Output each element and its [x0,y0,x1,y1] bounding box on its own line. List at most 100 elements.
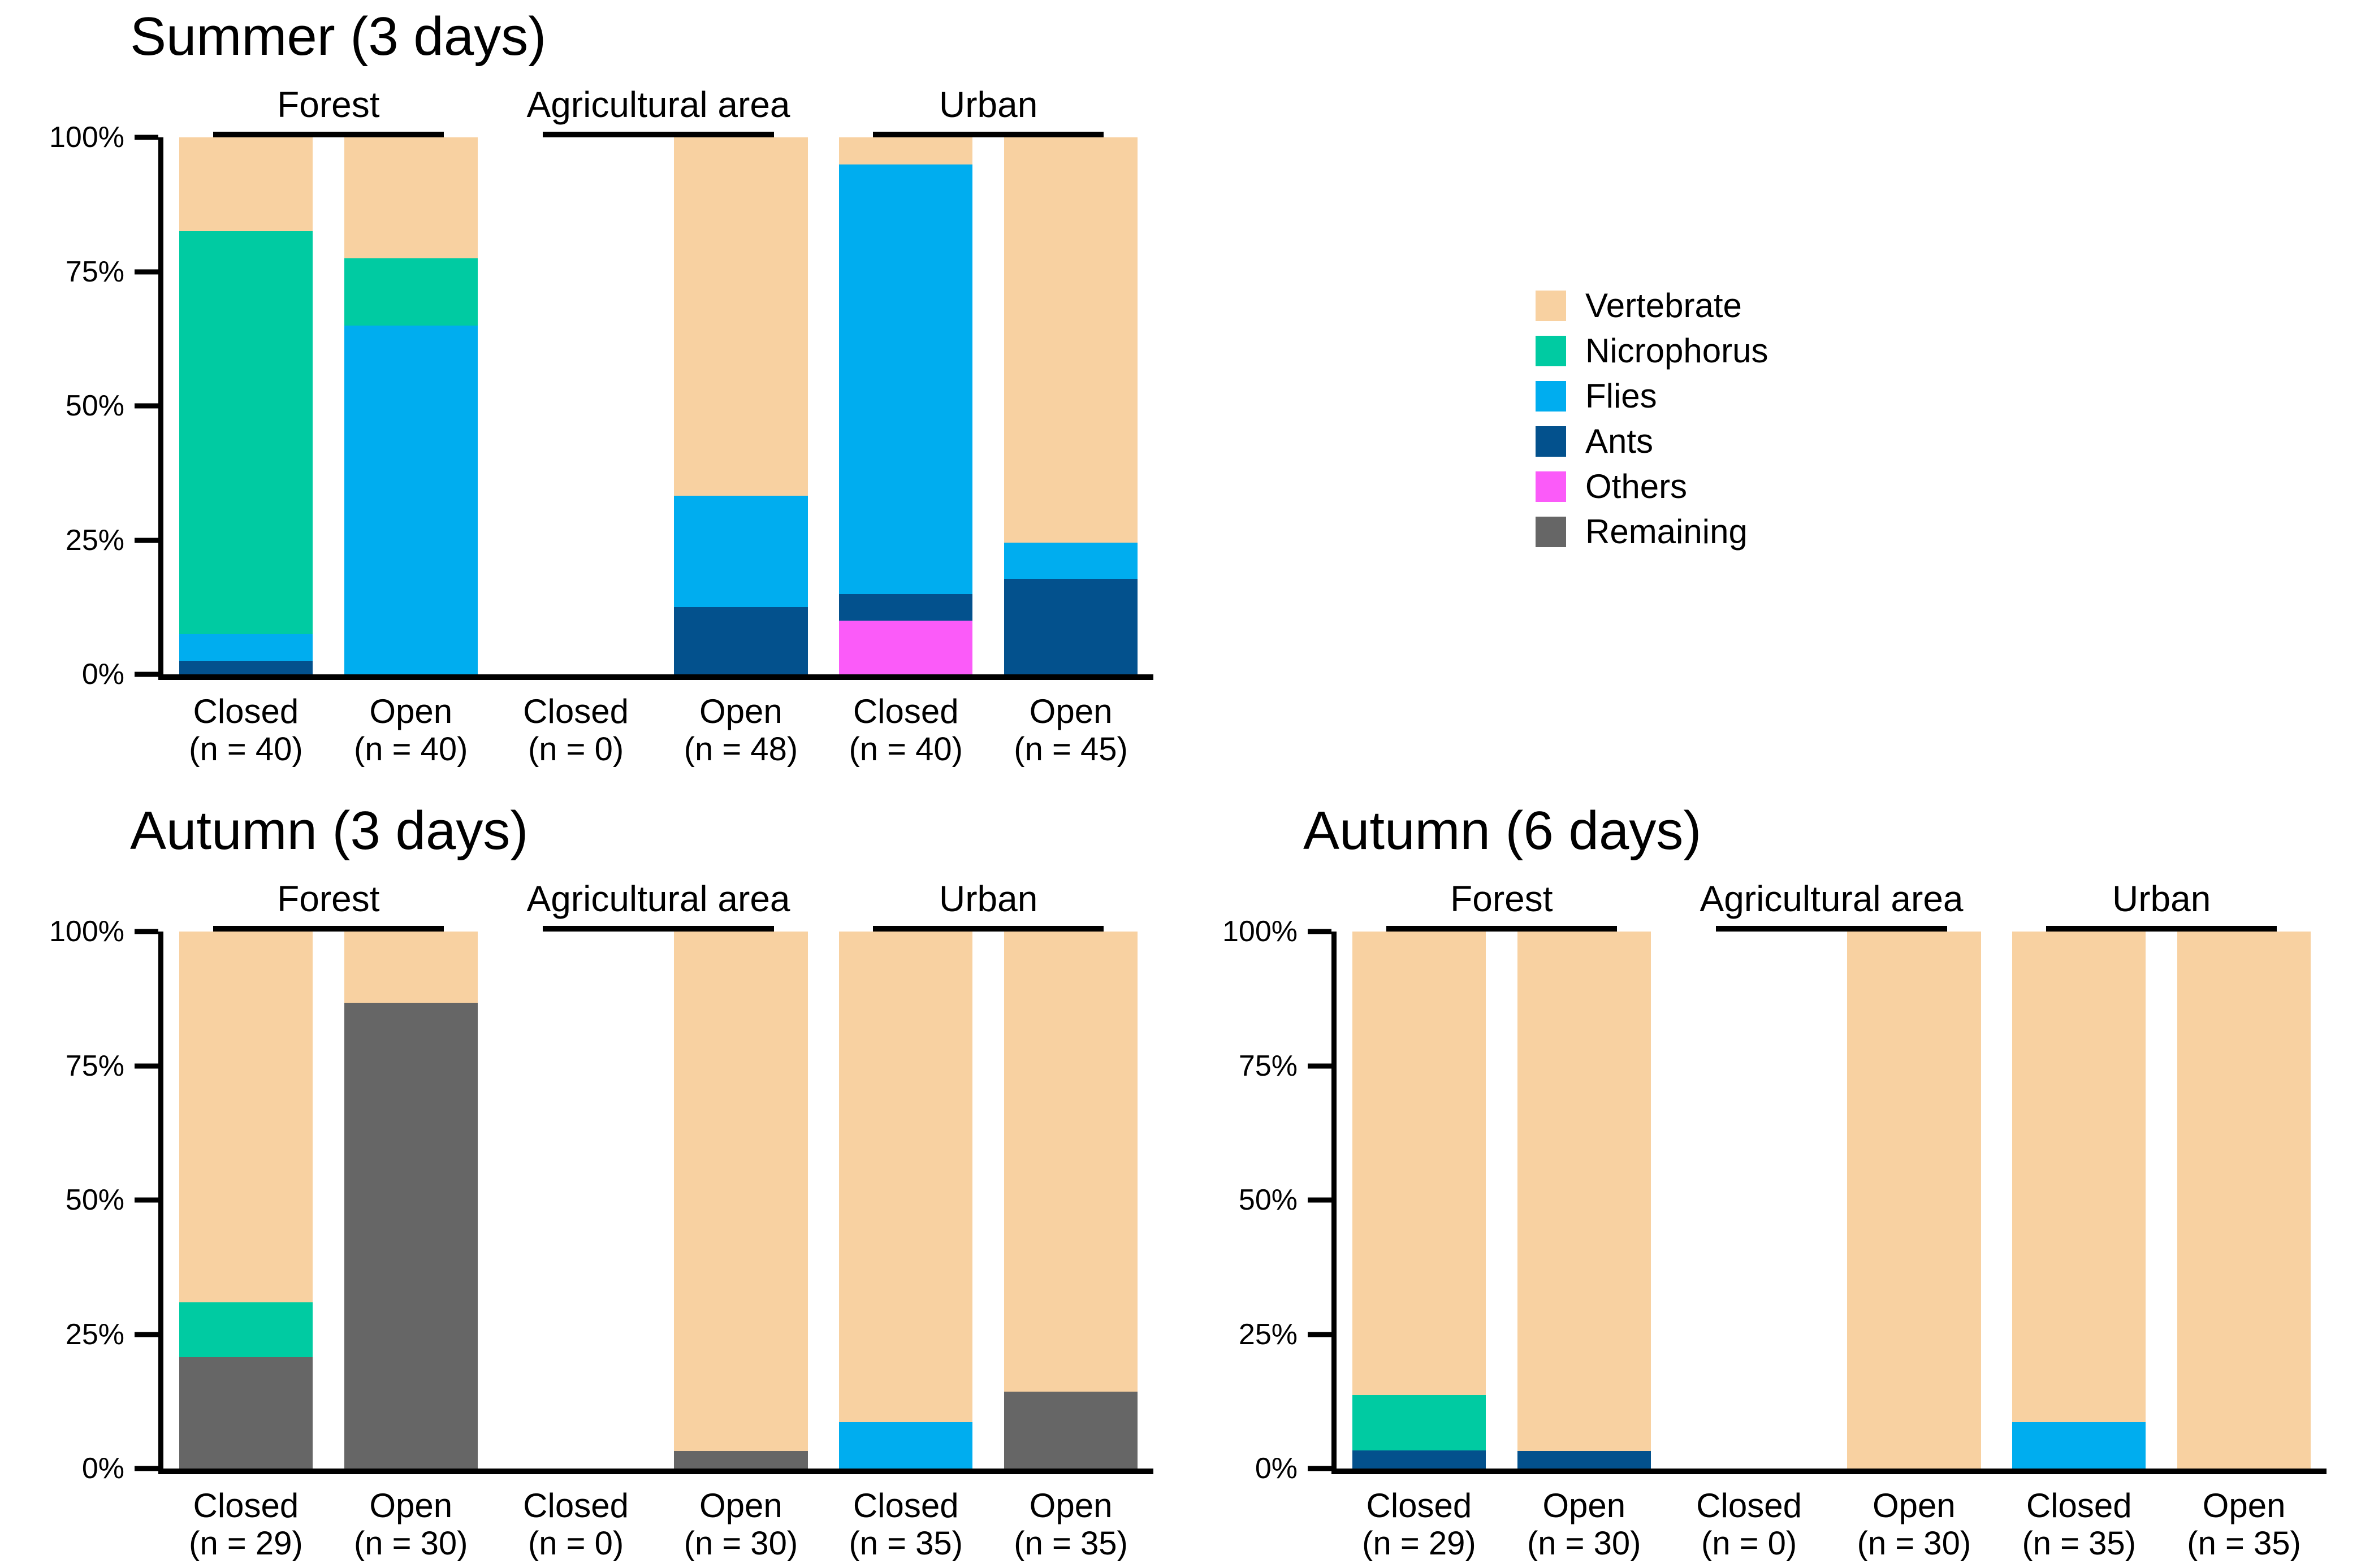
bar-segment-vertebrate [839,137,973,164]
bar-slot-urban-closed [1996,932,2161,1469]
plot-area: 0% 25% 50% 75% 100% [1201,917,2327,1483]
group-header-label: Forest [1450,878,1553,919]
legend-label: Ants [1585,422,1654,460]
bar-condition-label: Open [369,692,453,730]
bar-segment-ants [1352,1450,1486,1469]
bar-segment-remaining [674,1450,808,1469]
panel-title: Autumn (6 days) [1303,800,1702,861]
bar-segment-ants [1004,578,1138,674]
bar-n-label: (n = 35) [1014,1525,1128,1562]
group-header-label: Urban [2112,878,2211,919]
bar-label-urban-open: Open (n = 35) [2161,1487,2327,1563]
bar-n-label: (n = 30) [1527,1525,1641,1562]
bar-label-agricultural-area-open: Open (n = 48) [658,692,823,769]
bar-condition-label: Open [1873,1487,1956,1524]
bar-segment-flies [179,634,313,661]
y-axis-tick [1308,1197,1331,1203]
ants-swatch-icon [1536,426,1566,457]
bar-segment-vertebrate [1352,932,1486,1395]
y-axis-tick [135,1197,158,1203]
y-axis-tick-label: 0% [1255,1452,1298,1485]
group-headers: Forest Agricultural area Urban [163,79,1153,137]
bar-segment-vertebrate [344,137,478,258]
bar-slot-forest-open [328,137,494,674]
y-axis-tick [135,1466,158,1471]
bar-condition-label: Closed [523,1487,629,1524]
y-axis-tick-label: 50% [65,389,124,422]
group-underline [213,926,444,932]
legend-label: Remaining [1585,513,1748,551]
group-underline [213,132,444,137]
bar-n-label: (n = 30) [353,1525,468,1562]
group-header-agricultural-area: Agricultural area [1667,873,1997,932]
bar-segment-flies [839,1422,973,1469]
bar-n-label: (n = 40) [189,731,303,768]
bar-label-urban-closed: Closed (n = 35) [1996,1487,2161,1563]
group-underline [543,926,774,932]
y-axis-tick-label: 100% [49,121,124,154]
bar-n-label: (n = 29) [189,1525,303,1562]
legend: Vertebrate Nicrophorus Flies Ants Others… [1536,289,1768,551]
y-axis-tick [135,403,158,409]
bar-segment-flies [1004,543,1138,579]
y-axis-tick-label: 0% [81,658,124,691]
legend-item-flies: Flies [1536,377,1768,415]
legend-label: Flies [1585,377,1657,415]
stacked-bar [344,932,478,1469]
bar-segment-flies [839,164,973,594]
stacked-bar [839,137,973,674]
bar-label-agricultural-area-closed: Closed (n = 0) [494,692,659,769]
bar-n-label: (n = 35) [849,1525,963,1562]
bar-condition-label: Open [699,1487,782,1524]
bar-label-forest-open: Open (n = 40) [328,692,494,769]
bar-n-label: (n = 30) [1857,1525,1971,1562]
legend-item-remaining: Remaining [1536,513,1768,551]
plot-area: 0% 25% 50% 75% 100% [28,917,1153,1483]
stacked-bar [1682,932,1815,1469]
bar-segment-ants [674,607,808,674]
bar-condition-label: Closed [853,1487,959,1524]
panel-autumn-6-days: Autumn (6 days) Forest Agricultural area U… [1201,800,2327,1563]
group-underline [543,132,774,137]
bar-condition-label: Open [2202,1487,2286,1524]
bar-slot-forest-closed [163,137,328,674]
panel-summer-3-days: Summer (3 days) Forest Agricultural area U… [28,8,1153,769]
flies-swatch-icon [1536,381,1566,412]
vertebrate-swatch-icon [1536,291,1566,321]
legend-item-ants: Ants [1536,425,1768,458]
bar-label-agricultural-area-open: Open (n = 30) [658,1487,823,1563]
stacked-bar [1847,932,1981,1469]
bar-label-forest-open: Open (n = 30) [328,1487,494,1563]
panel-title: Autumn (3 days) [130,800,529,861]
y-axis-tick-label: 75% [1238,1049,1298,1082]
bar-segment-vertebrate [344,932,478,1003]
panel-title: Summer (3 days) [130,6,547,67]
bar-segment-vertebrate [2177,932,2311,1469]
bar-slot-urban-open [988,932,1153,1469]
y-axis-tick-label: 25% [65,1318,124,1351]
bar-segment-ants [179,661,313,674]
bar-slot-forest-closed [1337,932,1502,1469]
legend-label: Nicrophorus [1585,332,1768,370]
bar-slot-forest-closed [163,932,328,1469]
bar-segment-vertebrate [839,932,973,1423]
y-axis-tick-label: 75% [65,255,124,288]
bar-slot-agricultural-area-open [658,932,823,1469]
y-axis-tick [135,929,158,934]
bar-n-label: (n = 35) [2187,1525,2301,1562]
group-underline [2046,926,2277,932]
bar-n-label: (n = 35) [2022,1525,2136,1562]
bar-n-label: (n = 45) [1014,731,1128,768]
group-header-forest: Forest [163,873,494,932]
stacked-bar [2177,932,2311,1469]
bar-label-forest-open: Open (n = 30) [1502,1487,1667,1563]
bar-condition-label: Open [369,1487,453,1524]
bar-condition-label: Open [1029,692,1113,730]
y-axis-tick [1308,1466,1331,1471]
stacked-bar [839,932,973,1469]
bar-condition-label: Closed [853,692,959,730]
group-header-urban: Urban [823,79,1153,137]
bar-segment-remaining [344,1003,478,1469]
bar-condition-label: Closed [193,692,299,730]
y-axis-tick [135,1332,158,1337]
